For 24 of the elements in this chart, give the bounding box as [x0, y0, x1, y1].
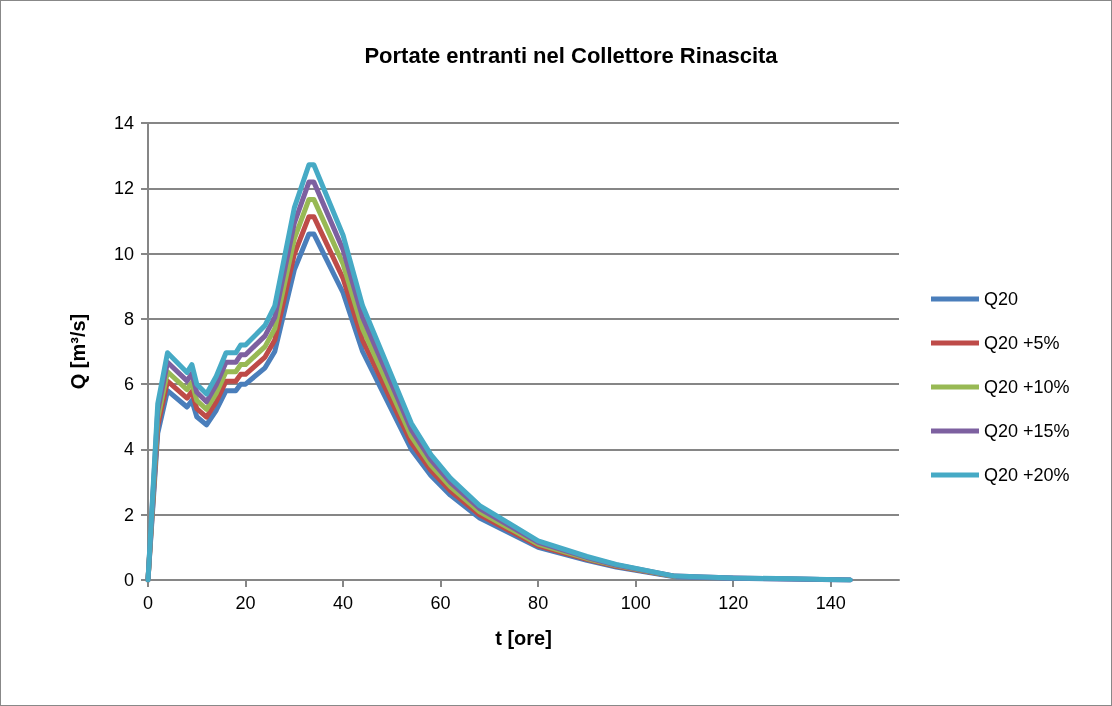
x-tick-label: 100	[620, 593, 651, 613]
legend-label: Q20 +15%	[984, 421, 1070, 441]
x-tick-label: 0	[142, 593, 154, 613]
legend-label: Q20 +10%	[984, 377, 1070, 397]
legend-label: Q20	[984, 289, 1019, 309]
x-tick-label: 140	[815, 593, 846, 613]
x-tick-label: 40	[333, 593, 354, 613]
y-tick-label: 6	[123, 374, 134, 395]
y-tick-label: 12	[113, 178, 134, 199]
y-tick-label: 14	[113, 113, 134, 133]
legend-label: Q20 +20%	[984, 465, 1070, 485]
x-axis-title: t [ore]	[495, 627, 552, 649]
legend-label: Q20 +5%	[984, 333, 1060, 353]
y-tick-label: 8	[123, 308, 134, 329]
y-tick-label: 2	[123, 504, 134, 525]
y-tick-label: 10	[113, 243, 134, 264]
chart-title: Portate entranti nel Collettore Rinascita	[364, 42, 779, 68]
x-tick-label: 120	[718, 593, 749, 613]
y-tick-label: 4	[123, 439, 134, 460]
x-tick-label: 80	[528, 593, 549, 613]
x-tick-label: 60	[430, 593, 451, 613]
y-axis-title: Q [m³/s]	[67, 313, 89, 390]
y-tick-label: 0	[123, 570, 134, 590]
x-tick-label: 20	[235, 593, 256, 613]
